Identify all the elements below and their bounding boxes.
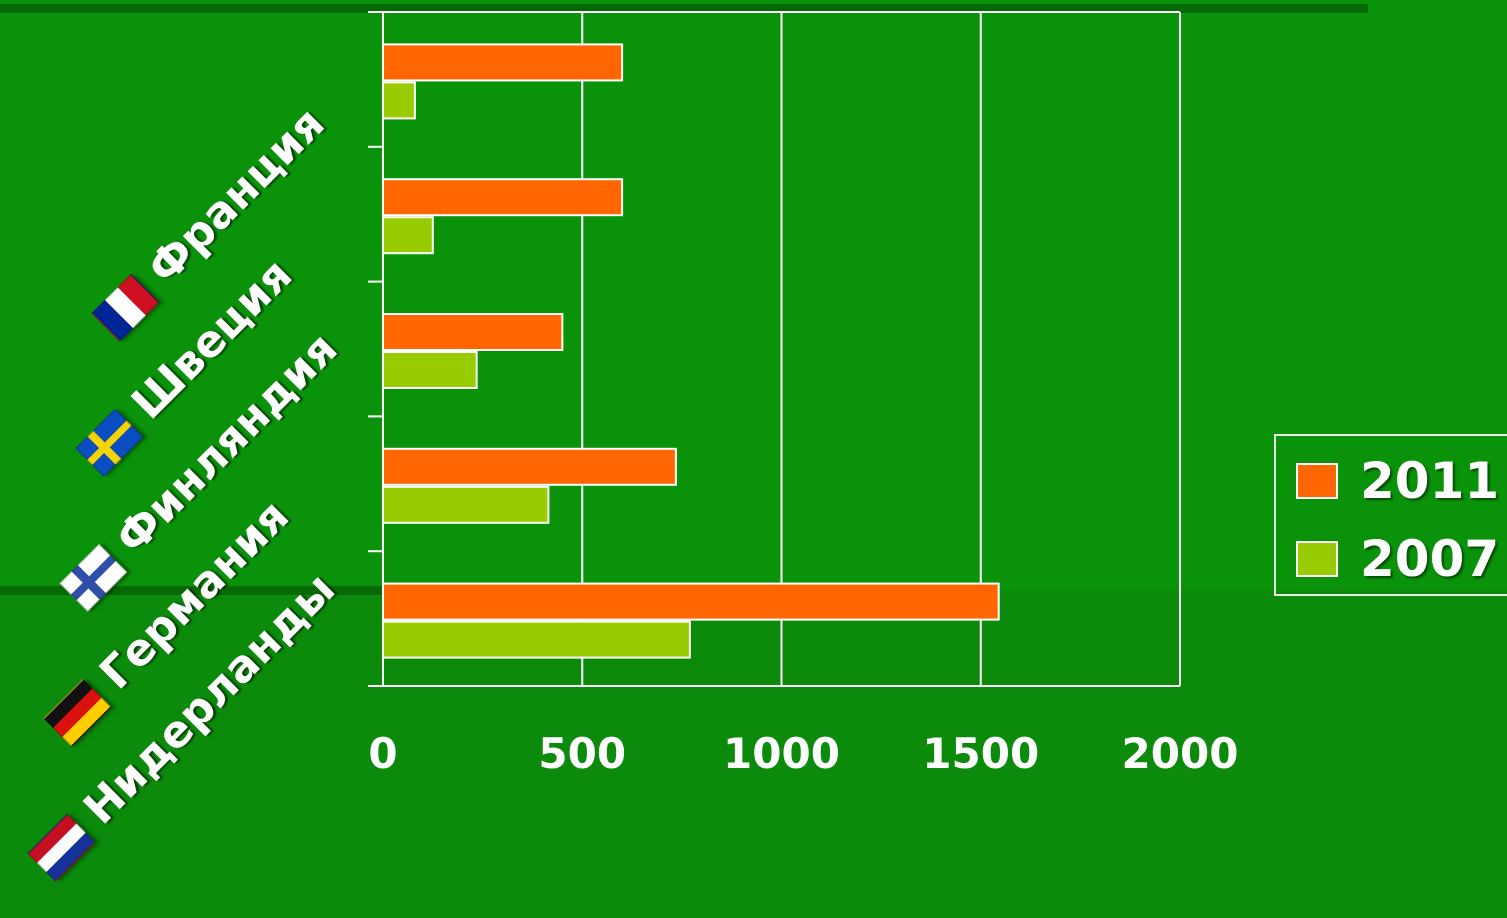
decorative-top-line <box>0 4 1368 13</box>
bar-2007-1 <box>382 81 416 120</box>
bar-2007-5 <box>382 620 691 659</box>
background-upper <box>0 0 1507 590</box>
legend-swatch-2011 <box>1296 463 1338 499</box>
bar-2011-2 <box>382 178 624 217</box>
legend-label-2011: 2011 <box>1360 452 1500 510</box>
bar-2011-4 <box>382 447 677 486</box>
legend-item-2007: 2007 <box>1296 534 1499 584</box>
x-tick-label-1000: 1000 <box>723 729 840 778</box>
x-tick-label-2000: 2000 <box>1122 729 1239 778</box>
chart-legend: 2011 2007 <box>1274 434 1507 596</box>
x-tick-label-0: 0 <box>368 729 397 778</box>
legend-item-2011: 2011 <box>1296 456 1499 506</box>
bar-2011-1 <box>382 43 624 82</box>
bar-2011-3 <box>382 313 564 351</box>
bar-2007-2 <box>382 216 434 255</box>
bar-2007-4 <box>382 485 550 524</box>
background-lower <box>0 590 1507 918</box>
legend-swatch-2007 <box>1296 541 1338 577</box>
bar-2007-3 <box>382 351 478 389</box>
bar-2011-5 <box>382 582 1000 621</box>
legend-label-2007: 2007 <box>1360 530 1500 588</box>
x-tick-label-500: 500 <box>538 729 626 778</box>
decorative-middle-line <box>0 586 383 595</box>
x-tick-label-1500: 1500 <box>922 729 1039 778</box>
